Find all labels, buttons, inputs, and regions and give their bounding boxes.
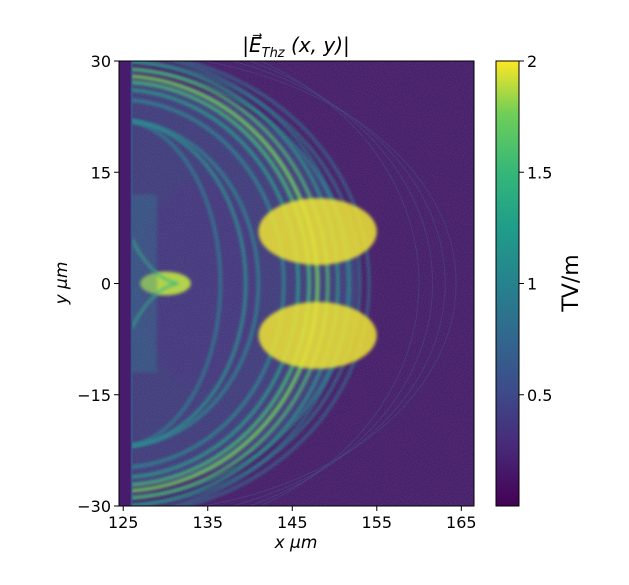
y-axis: 30 15 0 −15 −30 (77, 52, 119, 516)
heatmap-image (119, 61, 474, 506)
y-tick-label: 30 (91, 52, 111, 71)
chart-title: |E⃗Thz (x, y)| (242, 32, 350, 61)
colorbar-tick-label: 1 (527, 275, 537, 294)
x-tick-label: 135 (192, 513, 223, 532)
left-strip (119, 61, 132, 506)
noise-texture (119, 61, 474, 506)
colorbar-tick-label: 0.5 (527, 386, 552, 405)
y-tick-label: −30 (77, 497, 111, 516)
x-tick-label: 145 (277, 513, 308, 532)
colorbar-tick-label: 1.5 (527, 163, 552, 182)
colorbar (495, 60, 520, 507)
colorbar-axis: 0.5 1 1.5 2 (519, 52, 552, 405)
x-tick-label: 155 (362, 513, 393, 532)
y-tick-label: −15 (77, 386, 111, 405)
colorbar-tick-label: 2 (527, 52, 537, 71)
y-tick-label: 15 (91, 163, 111, 182)
colorbar-label: TV/m (559, 254, 584, 312)
x-tick-label: 125 (108, 513, 139, 532)
y-axis-label: y μm (52, 262, 72, 306)
x-axis-label: x μm (274, 533, 318, 553)
y-tick-label: 0 (101, 275, 111, 294)
x-axis: 125 135 145 155 165 (108, 506, 477, 532)
x-tick-label: 165 (446, 513, 477, 532)
